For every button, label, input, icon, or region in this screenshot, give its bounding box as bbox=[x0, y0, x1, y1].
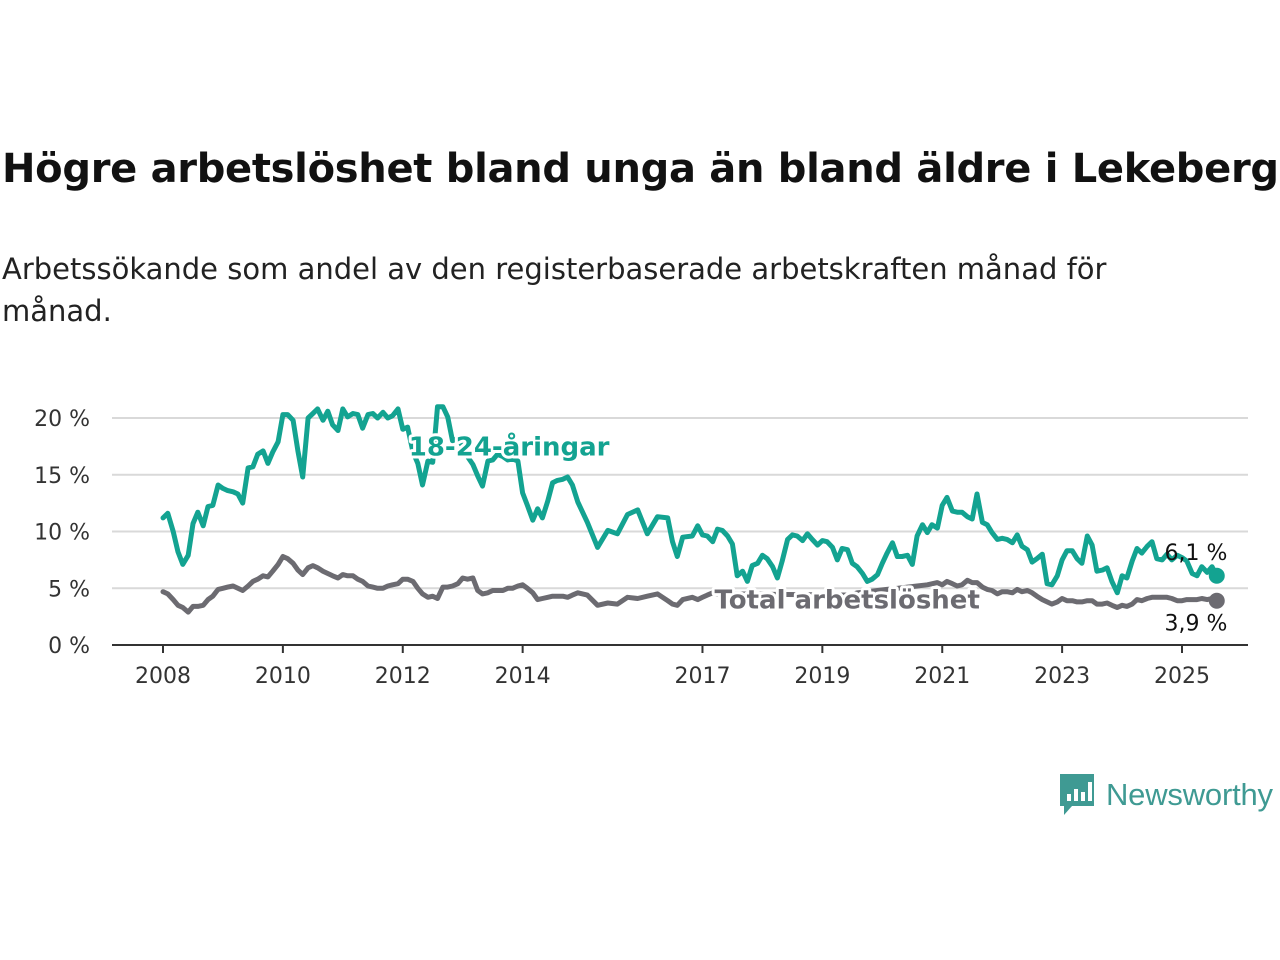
y-tick-label: 10 % bbox=[34, 521, 90, 546]
x-tick-label: 2014 bbox=[495, 664, 551, 689]
line-chart: 0 %5 %10 %15 %20 % 2008 2010 2012 2014 2017 2… bbox=[34, 404, 1248, 689]
x-tick-label: 2025 bbox=[1154, 664, 1210, 689]
x-tick-label: 2017 bbox=[674, 664, 730, 689]
y-tick-label: 5 % bbox=[48, 577, 90, 602]
series-end-marker bbox=[1208, 592, 1225, 609]
chart-title: Högre arbetslöshet bland unga än bland ä… bbox=[2, 146, 1279, 192]
x-tick-label: 2021 bbox=[914, 664, 970, 689]
y-tick-label: 0 % bbox=[48, 634, 90, 659]
series-end-marker bbox=[1208, 567, 1225, 584]
y-tick-label: 20 % bbox=[34, 407, 90, 432]
x-tick-label: 2010 bbox=[255, 664, 311, 689]
series-labels: 18-24-åringar Total arbetslöshet 6,1 % 3,9 … bbox=[406, 427, 1228, 637]
chart-subtitle: Arbetssökande som andel av den registerb… bbox=[2, 252, 1107, 328]
series-line bbox=[160, 554, 1220, 615]
brand-logo: Newsworthy bbox=[1058, 772, 1273, 818]
x-tick-label: 2019 bbox=[794, 664, 850, 689]
y-axis-tick-labels: 0 % 5 % 10 % 15 % 20 % bbox=[34, 407, 90, 659]
x-tick-label: 2008 bbox=[135, 664, 191, 689]
series-lines bbox=[160, 404, 1225, 615]
x-tick-label: 2023 bbox=[1034, 664, 1090, 689]
brand-name: Newsworthy bbox=[1106, 777, 1273, 812]
newsworthy-logo-icon bbox=[1060, 774, 1094, 815]
x-axis: 2008 2010 2012 2014 2017 2019 2021 2023 2025 bbox=[112, 644, 1248, 689]
series-label-youth: 18-24-åringar bbox=[409, 430, 610, 462]
y-tick-label: 15 % bbox=[34, 464, 90, 489]
series-label-total: Total arbetslöshet bbox=[714, 586, 979, 616]
series-line bbox=[160, 404, 1220, 596]
grid-lines bbox=[112, 417, 1248, 590]
end-value-youth: 6,1 % bbox=[1165, 541, 1228, 566]
x-tick-label: 2012 bbox=[375, 664, 431, 689]
end-value-total: 3,9 % bbox=[1165, 612, 1228, 637]
